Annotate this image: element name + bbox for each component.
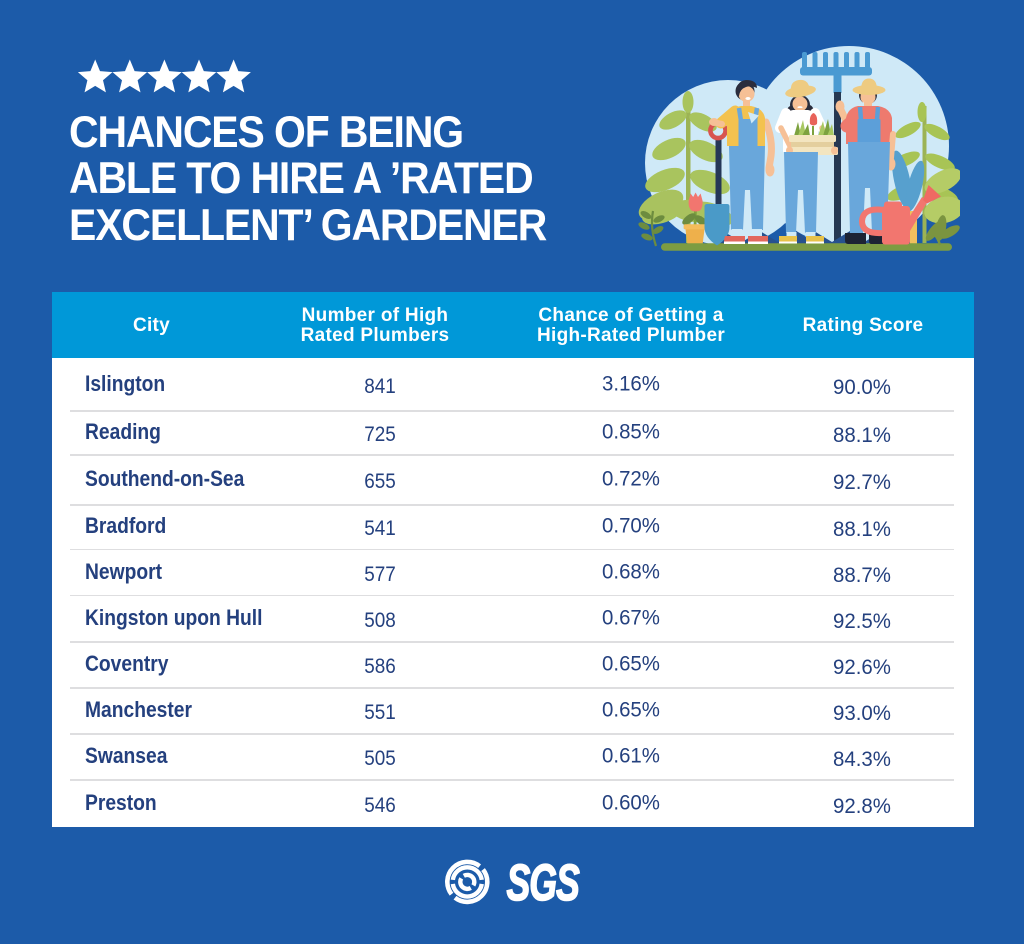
svg-text:SGS: SGS xyxy=(507,855,580,910)
